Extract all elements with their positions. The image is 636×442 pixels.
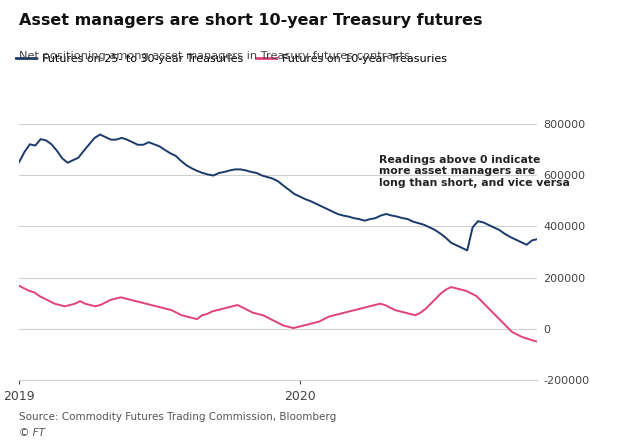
Text: Net positioning among asset managers in Treasury futures contracts: Net positioning among asset managers in … xyxy=(19,51,410,61)
Text: Asset managers are short 10-year Treasury futures: Asset managers are short 10-year Treasur… xyxy=(19,13,483,28)
Text: Readings above 0 indicate
more asset managers are
long than short, and vice vers: Readings above 0 indicate more asset man… xyxy=(379,155,570,188)
Legend: Futures on 25- to 30-year Treasuries, Futures on 10-year Treasuries: Futures on 25- to 30-year Treasuries, Fu… xyxy=(11,50,452,69)
Text: Source: Commodity Futures Trading Commission, Bloomberg: Source: Commodity Futures Trading Commis… xyxy=(19,412,336,422)
Text: © FT: © FT xyxy=(19,427,45,438)
